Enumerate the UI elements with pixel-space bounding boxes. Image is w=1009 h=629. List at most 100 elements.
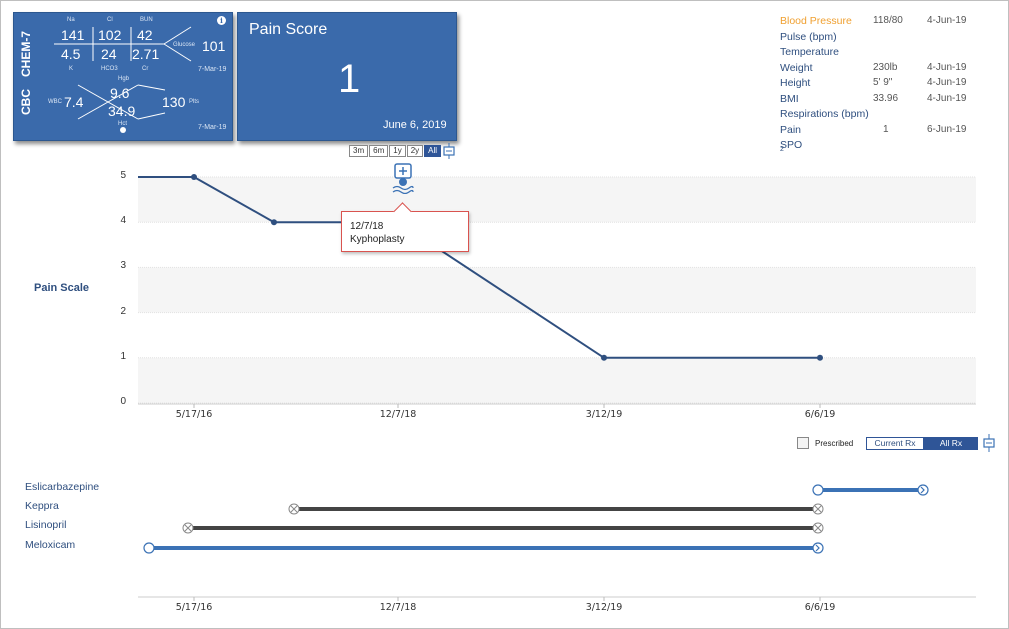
med-label-lisinopril[interactable]: Lisinopril [25, 519, 67, 531]
med-label-meloxicam[interactable]: Meloxicam [25, 539, 76, 551]
med-label-keppra[interactable]: Keppra [25, 500, 59, 512]
range-1y-button[interactable]: 1y [389, 145, 406, 157]
range-2y-button[interactable]: 2y [406, 145, 424, 157]
cbc-title: CBC [19, 89, 33, 115]
prescribed-filter[interactable]: Prescribed [797, 437, 853, 449]
bun-label: BUN [140, 17, 153, 23]
vital-value: 118/80 [873, 15, 903, 26]
pain-score-value: 1 [338, 57, 361, 101]
vital-row-weight[interactable]: Weight 230lb 4-Jun-19 [780, 62, 980, 78]
meds-pan-toggle-icon[interactable] [983, 434, 995, 452]
vital-value: 33.96 [873, 92, 899, 104]
pan-toggle-icon[interactable] [443, 143, 455, 159]
y-tick-label: 5 [120, 170, 126, 181]
hco3-value: 24 [101, 46, 117, 62]
vital-date: 6-Jun-19 [927, 123, 967, 135]
med-label-eslicarbazepine[interactable]: Eslicarbazepine [25, 481, 100, 493]
glucose-value: 101 [202, 38, 226, 54]
vital-value: 230lb [873, 61, 898, 73]
plt-label: Plts [189, 99, 200, 105]
timeline-tick-label: 6/6/19 [804, 602, 836, 613]
hgb-value: 9.6 [110, 85, 130, 101]
current-rx-button[interactable]: Current Rx [866, 437, 924, 450]
vital-row-pulse[interactable]: Pulse (bpm) [780, 31, 980, 47]
wbc-value: 7.4 [64, 94, 84, 110]
vital-row-temperature[interactable]: Temperature [780, 46, 980, 62]
vital-name: Temperature [780, 46, 839, 58]
procedure-tooltip: 12/7/18 Kyphoplasty [341, 202, 469, 252]
x-tick-label: 5/17/16 [175, 409, 213, 420]
cr-label: Cr [142, 66, 149, 72]
y-tick-label: 2 [120, 305, 126, 317]
procedure-marker-icon[interactable] [391, 162, 415, 194]
hgb-label: Hgb [118, 76, 130, 82]
vital-name: BMI [780, 92, 799, 105]
vital-name: Blood Pressure [780, 15, 852, 27]
vital-name: Pulse (bpm) [780, 30, 837, 43]
vital-date: 4-Jun-19 [927, 92, 967, 104]
cl-label: Cl [107, 17, 113, 23]
tooltip-date: 12/7/18 [350, 221, 384, 232]
bun-value: 42 [137, 27, 153, 43]
x-tick-label: 12/7/18 [379, 409, 417, 420]
cr-value: 2.71 [132, 46, 160, 62]
vital-name: Weight [780, 61, 813, 74]
vital-value: 5' 9" [873, 77, 893, 88]
timeline-tick-label: 3/12/19 [585, 602, 623, 613]
vital-name: Pain [780, 123, 802, 136]
y-tick-label: 1 [120, 350, 126, 362]
spo2-base: SPO [780, 139, 803, 151]
y-tick-label: 3 [120, 260, 126, 272]
wbc-label: WBC [48, 99, 62, 105]
pain-score-title: Pain Score [249, 21, 328, 38]
chem7-grid-lines [54, 26, 192, 120]
timeline-tick-label: 12/7/18 [379, 602, 417, 613]
tooltip-label: Kyphoplasty [350, 234, 405, 245]
range-all-button[interactable]: All [424, 145, 442, 157]
spo2-sub: 2 [780, 146, 784, 154]
chem7-date: 7-Mar-19 [198, 66, 227, 73]
prescribed-checkbox[interactable] [797, 437, 809, 449]
vital-row-spo2[interactable]: SPO 2 [780, 139, 980, 155]
y-tick-label: 4 [120, 215, 126, 227]
hct-label: Hct [118, 121, 127, 127]
k-value: 4.5 [61, 46, 81, 62]
vital-date: 4-Jun-19 [927, 15, 967, 26]
vital-row-blood-pressure[interactable]: Blood Pressure 118/80 4-Jun-19 [780, 15, 980, 31]
range-selector: 3m 6m 1y 2y All [349, 145, 442, 157]
plt-value: 130 [162, 94, 186, 110]
vital-name: Respirations (bpm) [780, 108, 869, 120]
vital-row-bmi[interactable]: BMI 33.96 4-Jun-19 [780, 93, 980, 109]
vital-row-respirations[interactable]: Respirations (bpm) [780, 108, 980, 124]
x-tick-label: 3/12/19 [585, 409, 623, 420]
y-axis-title: Pain Scale [34, 282, 90, 294]
vital-row-pain[interactable]: Pain 1 6-Jun-19 [780, 124, 980, 140]
hct-value: 34.9 [108, 103, 136, 119]
vital-row-height[interactable]: Height 5' 9" 4-Jun-19 [780, 77, 980, 93]
vital-date: 4-Jun-19 [927, 61, 967, 73]
cbc-date: 7-Mar-19 [198, 124, 227, 131]
card-page-dot[interactable] [120, 127, 126, 133]
k-label: K [69, 66, 74, 72]
rx-toggle: Current Rx All Rx [866, 437, 978, 450]
vital-value: 1 [883, 123, 889, 135]
na-label: Na [67, 17, 75, 23]
vital-name: Height [780, 77, 811, 89]
pain-score-card[interactable]: Pain Score 1 June 6, 2019 [237, 12, 457, 141]
labs-card[interactable]: CHEM-7 i Na Cl BUN 141 102 42 4.5 24 2.7… [13, 12, 233, 141]
x-tick-label: 6/6/19 [804, 409, 836, 420]
prescribed-label: Prescribed [815, 438, 854, 448]
vital-date: 4-Jun-19 [927, 77, 967, 88]
timeline-tick-label: 5/17/16 [175, 602, 213, 613]
pain-score-date: June 6, 2019 [383, 119, 447, 131]
vitals-list: Blood Pressure 118/80 4-Jun-19 Pulse (bp… [780, 15, 980, 155]
hco3-label: HCO3 [101, 66, 118, 72]
info-icon[interactable]: i [217, 16, 226, 25]
cl-value: 102 [98, 27, 122, 43]
vital-name: SPO 2 [780, 139, 802, 154]
na-value: 141 [61, 27, 85, 43]
all-rx-button[interactable]: All Rx [924, 437, 978, 450]
range-3m-button[interactable]: 3m [349, 145, 369, 157]
range-6m-button[interactable]: 6m [369, 145, 389, 157]
y-tick-label: 0 [120, 396, 126, 407]
